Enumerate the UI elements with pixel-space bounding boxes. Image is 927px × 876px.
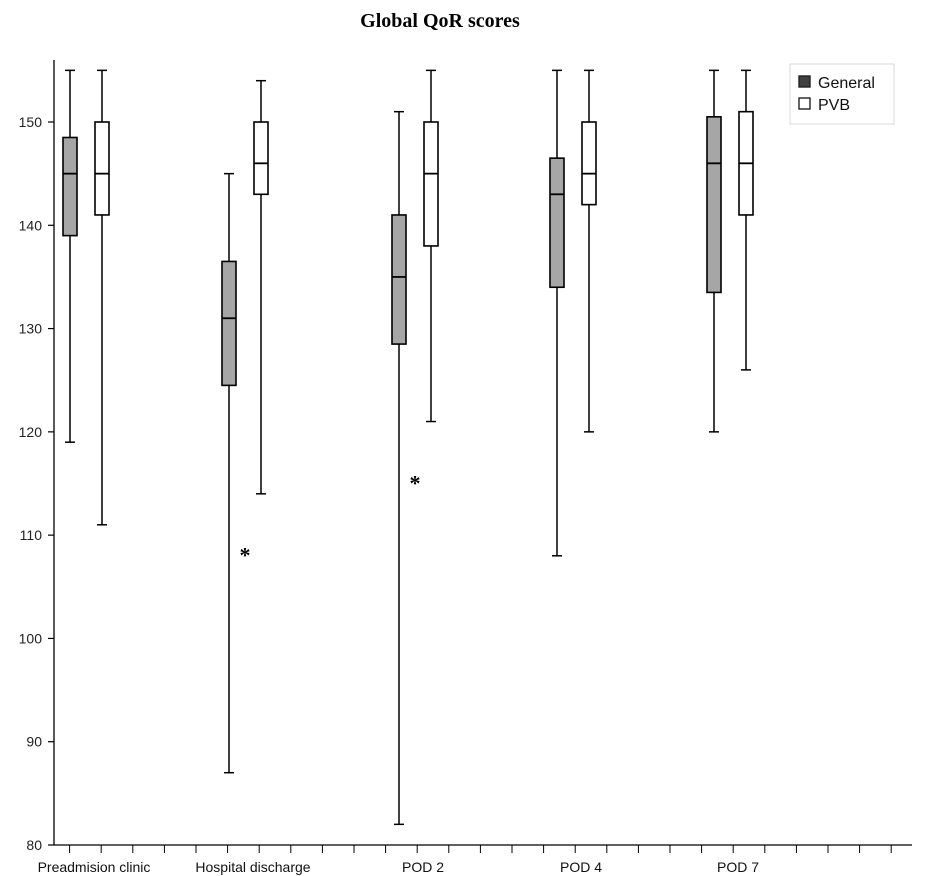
box-rect (706, 116, 722, 294)
y-tick-label: 90 (26, 734, 42, 750)
legend-swatch (798, 97, 811, 110)
box-general-2 (391, 110, 407, 826)
y-tick-label: 110 (20, 527, 43, 543)
box-general-4 (706, 69, 722, 433)
legend-swatch (798, 75, 811, 88)
y-tick-label: 150 (19, 114, 43, 130)
axes: 80 90 100 110 120 130 140 150 Preadmision clinic… (19, 60, 912, 875)
x-category-label: POD 7 (717, 859, 759, 875)
x-category-label: POD 2 (402, 859, 444, 875)
x-category-label: POD 4 (560, 859, 602, 875)
box-pvb-0 (94, 69, 110, 526)
y-tick-label: 140 (19, 217, 43, 233)
outlier-marker: * (240, 543, 251, 568)
box-rect (423, 121, 439, 247)
box-rect (549, 157, 565, 289)
box-rect (253, 121, 269, 196)
legend-box (789, 63, 895, 125)
x-category-label: Preadmision clinic (38, 859, 151, 875)
outlier-marker: * (410, 470, 421, 495)
box-general-0 (62, 69, 78, 443)
boxes: ** (62, 69, 754, 826)
y-tick-label: 130 (19, 321, 43, 337)
box-general-3 (549, 69, 565, 557)
box-pvb-1: * (240, 79, 269, 568)
box-general-1 (221, 172, 237, 774)
legend: General PVB (789, 63, 895, 125)
box-rect (391, 214, 407, 345)
box-rect (62, 136, 78, 237)
x-category-label: Hospital discharge (195, 859, 310, 875)
box-pvb-4 (738, 69, 754, 371)
box-rect (581, 121, 597, 206)
y-tick-label: 120 (19, 424, 43, 440)
y-tick-label: 100 (19, 630, 43, 646)
box-pvb-2: * (410, 69, 439, 495)
box-rect (221, 260, 237, 387)
chart-title: Global QoR scores (360, 10, 520, 32)
box-pvb-3 (581, 69, 597, 433)
y-tick-label: 80 (26, 837, 42, 853)
box-rect (94, 121, 110, 216)
legend-label: PVB (818, 97, 850, 114)
legend-label: General (818, 75, 875, 92)
